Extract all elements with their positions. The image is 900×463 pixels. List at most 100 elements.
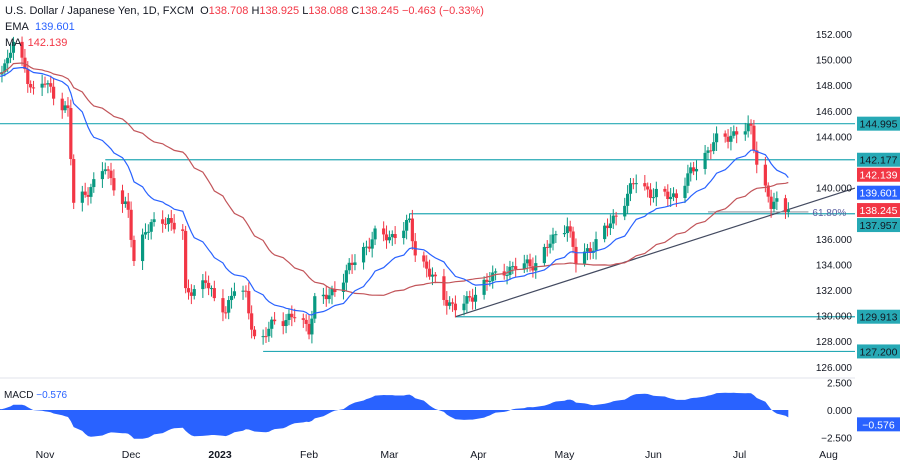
candle bbox=[120, 184, 125, 213]
candle bbox=[568, 220, 572, 238]
candle bbox=[304, 314, 308, 332]
candle-body bbox=[227, 300, 231, 313]
candle-body bbox=[212, 288, 216, 299]
candle bbox=[448, 296, 452, 310]
candle-body bbox=[588, 248, 592, 253]
candle bbox=[445, 291, 449, 315]
candle-body bbox=[327, 295, 331, 300]
candle-body bbox=[465, 296, 469, 304]
candle-body bbox=[186, 288, 191, 293]
candle-body bbox=[373, 228, 377, 240]
candle-body bbox=[663, 188, 667, 192]
macd-legend[interactable]: MACD −0.576 bbox=[4, 390, 67, 401]
candle-body bbox=[405, 219, 409, 231]
ema-legend[interactable]: EMA 139.601 bbox=[5, 19, 484, 35]
candle-body bbox=[585, 248, 590, 252]
candle bbox=[86, 187, 90, 206]
candle-body bbox=[574, 246, 578, 264]
candle-body bbox=[126, 201, 130, 210]
candle-body bbox=[752, 125, 756, 151]
candle bbox=[786, 202, 790, 218]
candle-body bbox=[473, 294, 478, 302]
candle bbox=[511, 261, 515, 275]
candle bbox=[227, 296, 231, 320]
candle-body bbox=[103, 169, 107, 172]
candle-body bbox=[304, 319, 308, 324]
candle-body bbox=[430, 274, 435, 277]
candle-body bbox=[666, 191, 670, 200]
candle-body bbox=[522, 263, 526, 270]
candle-body bbox=[611, 215, 615, 224]
candle bbox=[344, 264, 348, 291]
candle-body bbox=[671, 193, 676, 197]
candle bbox=[11, 36, 16, 61]
candle bbox=[209, 285, 214, 297]
candle bbox=[588, 242, 592, 260]
candle-body bbox=[763, 164, 767, 186]
candle bbox=[692, 161, 696, 176]
candle bbox=[364, 240, 369, 256]
candle-body bbox=[425, 261, 429, 269]
candle-body bbox=[631, 183, 635, 185]
candle-body bbox=[221, 298, 225, 313]
candle-body bbox=[683, 185, 687, 198]
candle bbox=[221, 289, 225, 322]
candle bbox=[603, 222, 607, 243]
candle-body bbox=[491, 272, 495, 281]
time-axis-tick: Apr bbox=[470, 449, 487, 461]
candle-body bbox=[184, 230, 188, 289]
candle-body bbox=[646, 186, 650, 190]
candle bbox=[161, 210, 165, 233]
candle bbox=[551, 227, 555, 251]
macd-badge-bg bbox=[857, 417, 900, 432]
candle bbox=[350, 254, 354, 274]
candle-body bbox=[605, 225, 610, 229]
candle-body bbox=[706, 150, 710, 153]
candle-body bbox=[264, 336, 268, 338]
candle bbox=[772, 192, 776, 213]
candle-body bbox=[310, 318, 314, 335]
candle-body bbox=[462, 303, 466, 311]
level-price-badge-bg bbox=[857, 309, 900, 324]
candle bbox=[749, 119, 753, 135]
candle bbox=[402, 222, 406, 245]
time-axis-tick: Jul bbox=[733, 449, 746, 461]
candle-body bbox=[324, 294, 328, 300]
level-price-badge-bg bbox=[857, 344, 900, 359]
candle bbox=[129, 201, 133, 248]
candle bbox=[72, 154, 76, 210]
candle-body bbox=[161, 219, 165, 224]
price-axis-tick: 144.000 bbox=[816, 132, 853, 143]
candle-body bbox=[146, 231, 150, 233]
candle-body bbox=[766, 185, 770, 197]
price-axis-tick: 132.000 bbox=[816, 286, 853, 297]
candle bbox=[204, 271, 208, 289]
candle-body bbox=[229, 295, 234, 301]
candle-body bbox=[123, 201, 127, 204]
candle-body bbox=[402, 230, 406, 239]
candle-body bbox=[40, 83, 44, 88]
candle-body bbox=[743, 131, 747, 135]
candle bbox=[146, 224, 150, 241]
candle bbox=[229, 287, 234, 309]
candle-body bbox=[729, 135, 733, 142]
candle-body bbox=[528, 259, 532, 267]
candle bbox=[3, 59, 7, 77]
candle bbox=[367, 237, 371, 253]
candle bbox=[703, 144, 707, 175]
price-axis-tick: 134.000 bbox=[816, 260, 853, 271]
candle bbox=[109, 162, 113, 186]
candle-body bbox=[284, 319, 288, 327]
ma-legend[interactable]: MA 142.139 bbox=[5, 35, 484, 51]
macd-axis-tick: 2.500 bbox=[827, 379, 852, 390]
candle bbox=[605, 218, 610, 237]
candle-body bbox=[370, 239, 374, 249]
candle bbox=[310, 310, 314, 344]
candle-body bbox=[525, 259, 529, 264]
candle-body bbox=[353, 262, 357, 265]
candle-body bbox=[542, 246, 546, 264]
candle-body bbox=[330, 289, 334, 296]
candle bbox=[169, 210, 173, 231]
candle bbox=[264, 327, 268, 343]
